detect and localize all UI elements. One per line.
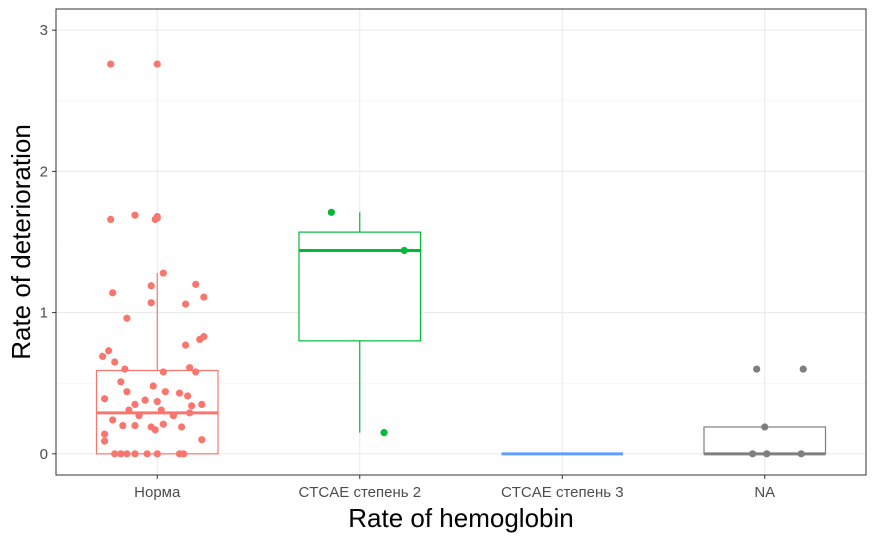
boxes bbox=[95, 212, 827, 456]
data-point bbox=[125, 406, 133, 414]
y-tick-label: 2 bbox=[40, 163, 48, 180]
data-point bbox=[109, 289, 117, 297]
data-point bbox=[105, 347, 113, 355]
data-point bbox=[192, 368, 200, 376]
data-point bbox=[141, 396, 149, 404]
data-point bbox=[192, 280, 200, 288]
data-point bbox=[161, 388, 169, 396]
data-point bbox=[98, 352, 107, 360]
outlier-point bbox=[799, 365, 807, 373]
data-point bbox=[763, 450, 771, 458]
data-point bbox=[135, 412, 143, 420]
data-point bbox=[123, 314, 131, 322]
data-point bbox=[157, 406, 165, 414]
data-point bbox=[196, 335, 204, 344]
data-point bbox=[101, 430, 109, 438]
outlier-point bbox=[153, 60, 161, 68]
data-points bbox=[98, 60, 807, 458]
data-point bbox=[177, 423, 186, 431]
outlier-point bbox=[153, 212, 161, 221]
data-point bbox=[175, 389, 184, 397]
data-point bbox=[327, 208, 335, 216]
outlier-point bbox=[107, 215, 115, 224]
box-3 bbox=[703, 426, 827, 456]
data-point bbox=[131, 450, 139, 458]
data-point bbox=[111, 358, 119, 366]
data-point bbox=[797, 450, 805, 458]
data-point bbox=[182, 300, 190, 308]
data-point bbox=[186, 364, 194, 372]
x-axis-title: Rate of hemoglobin bbox=[348, 503, 573, 533]
data-point bbox=[131, 400, 139, 408]
data-point bbox=[151, 426, 159, 434]
outlier-point bbox=[753, 365, 761, 373]
data-point bbox=[153, 450, 161, 458]
data-point bbox=[380, 429, 388, 437]
data-point bbox=[119, 421, 127, 430]
data-point bbox=[188, 402, 196, 410]
x-tick-label: NA bbox=[754, 484, 775, 501]
data-point bbox=[101, 437, 109, 445]
outlier-point bbox=[107, 60, 115, 68]
data-point bbox=[200, 293, 208, 301]
data-point bbox=[111, 450, 119, 458]
data-point bbox=[149, 382, 157, 390]
data-point bbox=[198, 400, 206, 408]
data-point bbox=[121, 365, 129, 373]
x-tick-label: Норма bbox=[134, 484, 181, 501]
data-point bbox=[143, 450, 151, 458]
x-axis: Норма CTCAE степень 2 CTCAE степень 3 NA bbox=[134, 475, 775, 501]
data-point bbox=[159, 269, 167, 277]
outlier-point bbox=[131, 211, 139, 219]
y-axis: 0 1 2 3 bbox=[40, 22, 56, 463]
y-tick-label: 1 bbox=[40, 305, 48, 322]
y-tick-label: 0 bbox=[40, 446, 48, 463]
data-point bbox=[400, 246, 408, 255]
data-point bbox=[184, 392, 192, 400]
data-point bbox=[147, 282, 155, 290]
data-point bbox=[123, 450, 131, 458]
data-point bbox=[147, 299, 155, 307]
data-point bbox=[186, 409, 194, 417]
data-point bbox=[123, 388, 131, 396]
y-axis-title: Rate of deterioration bbox=[6, 124, 36, 360]
box-1 bbox=[298, 212, 422, 433]
data-point bbox=[749, 450, 757, 458]
box-0 bbox=[95, 273, 219, 455]
data-point bbox=[179, 450, 188, 458]
data-point bbox=[159, 420, 167, 428]
box-body bbox=[703, 426, 827, 455]
x-tick-label: CTCAE степень 2 bbox=[298, 484, 421, 501]
data-point bbox=[131, 421, 139, 430]
data-point bbox=[117, 378, 125, 386]
data-point bbox=[182, 341, 190, 349]
data-point bbox=[109, 416, 117, 424]
data-point bbox=[159, 368, 167, 376]
data-point bbox=[198, 436, 206, 444]
panel-border bbox=[55, 8, 867, 476]
x-tick-label: CTCAE степень 3 bbox=[501, 484, 624, 501]
data-point bbox=[169, 412, 178, 420]
data-point bbox=[153, 397, 161, 406]
data-point bbox=[117, 450, 125, 458]
y-tick-label: 3 bbox=[40, 22, 48, 39]
data-point bbox=[761, 423, 769, 431]
data-point bbox=[101, 395, 109, 403]
